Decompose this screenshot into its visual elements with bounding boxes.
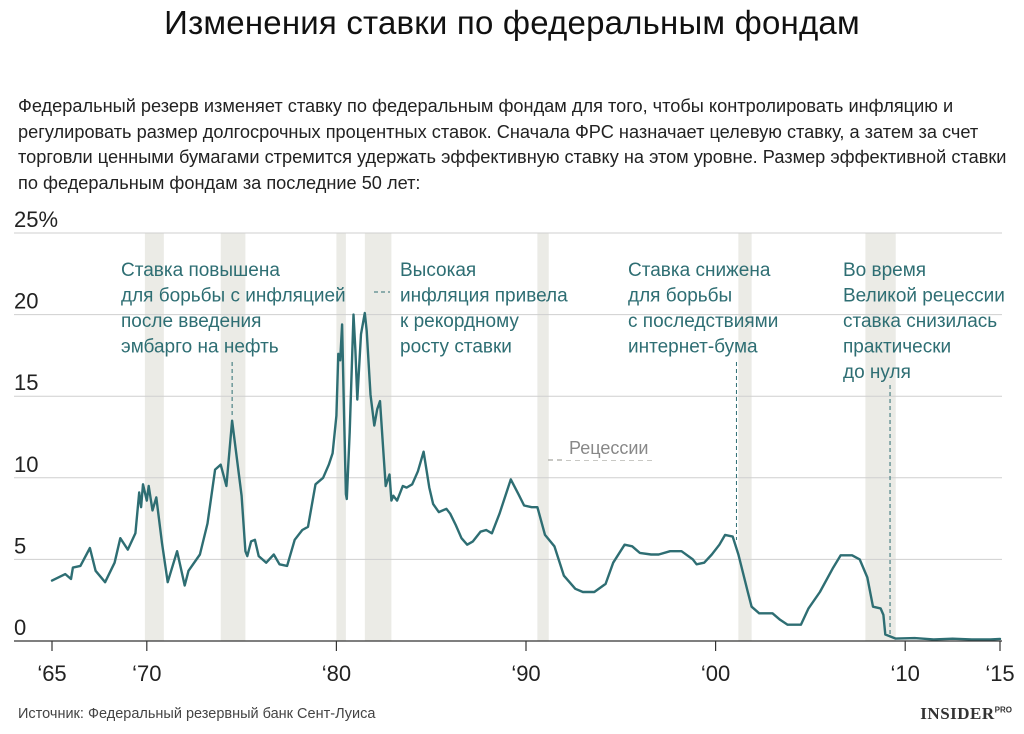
legend-label: Рецессии (569, 438, 648, 458)
legend: Рецессии (548, 436, 666, 461)
x-tick-label: ‘65 (37, 661, 66, 686)
recession-bands (144, 233, 896, 641)
y-tick-label: 25% (14, 207, 58, 232)
annotation-text: к рекордному (400, 311, 519, 332)
annotation-text: росту ставки (400, 337, 512, 358)
recession-band (865, 233, 896, 641)
annotations: Ставка повышена для борьбы с инфляцией пос… (121, 260, 1005, 634)
x-tick-label: ‘70 (132, 661, 161, 686)
legend-label-bg (562, 436, 666, 460)
recession-band (738, 233, 752, 641)
y-tick-label: 15 (14, 370, 38, 395)
chart-subtitle: Федеральный резерв изменяет ставку по фе… (18, 96, 1007, 193)
brand-sup: PRO (994, 705, 1012, 715)
annotation-text: ставка снизилась (843, 311, 997, 332)
annotation-text: с последствиями (628, 311, 778, 332)
annotation-text: Высокая (400, 260, 476, 281)
y-tick-label: 0 (14, 615, 26, 640)
x-tick-label: ‘00 (701, 661, 730, 686)
x-tick-label: ‘15 (985, 661, 1014, 686)
annotation-text: до нуля (843, 362, 911, 383)
annotation-text: инфляция привела (400, 286, 568, 307)
x-tick-label: ‘80 (322, 661, 351, 686)
x-tick-label: ‘90 (511, 661, 540, 686)
annotation-text: практически (843, 337, 951, 358)
recession-band (364, 233, 392, 641)
axes: 0 5 10 15 20 25% ‘65 ‘70 ‘80 ‘90 ‘00 ‘10 ‘15 (14, 207, 1015, 686)
recession-band (336, 233, 346, 641)
annotation-text: эмбарго на нефть (121, 337, 279, 358)
recession-band (144, 233, 164, 641)
source-note: Источник: Федеральный резервный банк Сен… (18, 706, 376, 722)
recession-band (537, 233, 549, 641)
fed-funds-rate-line (50, 311, 1002, 641)
y-tick-label: 10 (14, 452, 38, 477)
brand-name: INSIDER (920, 704, 995, 723)
series-line (50, 311, 1002, 641)
annotation-text: для борьбы (628, 286, 732, 307)
annotation-text: Великой рецессии (843, 286, 1005, 307)
brand-logo: INSIDERPRO (920, 704, 1012, 724)
annotation-text: Ставка снижена (628, 260, 771, 281)
annotation-text: после введения (121, 311, 261, 332)
annotation-text: Ставка повышена (121, 260, 280, 281)
y-tick-label: 20 (14, 289, 38, 314)
annotation-text: интернет-бума (628, 337, 758, 358)
chart-title: Изменения ставки по федеральным фондам (164, 4, 860, 41)
annotation-text: Во время (843, 260, 926, 281)
annotation-text: для борьбы с инфляцией (121, 286, 346, 307)
y-tick-label: 5 (14, 533, 26, 558)
x-tick-label: ‘10 (891, 661, 920, 686)
